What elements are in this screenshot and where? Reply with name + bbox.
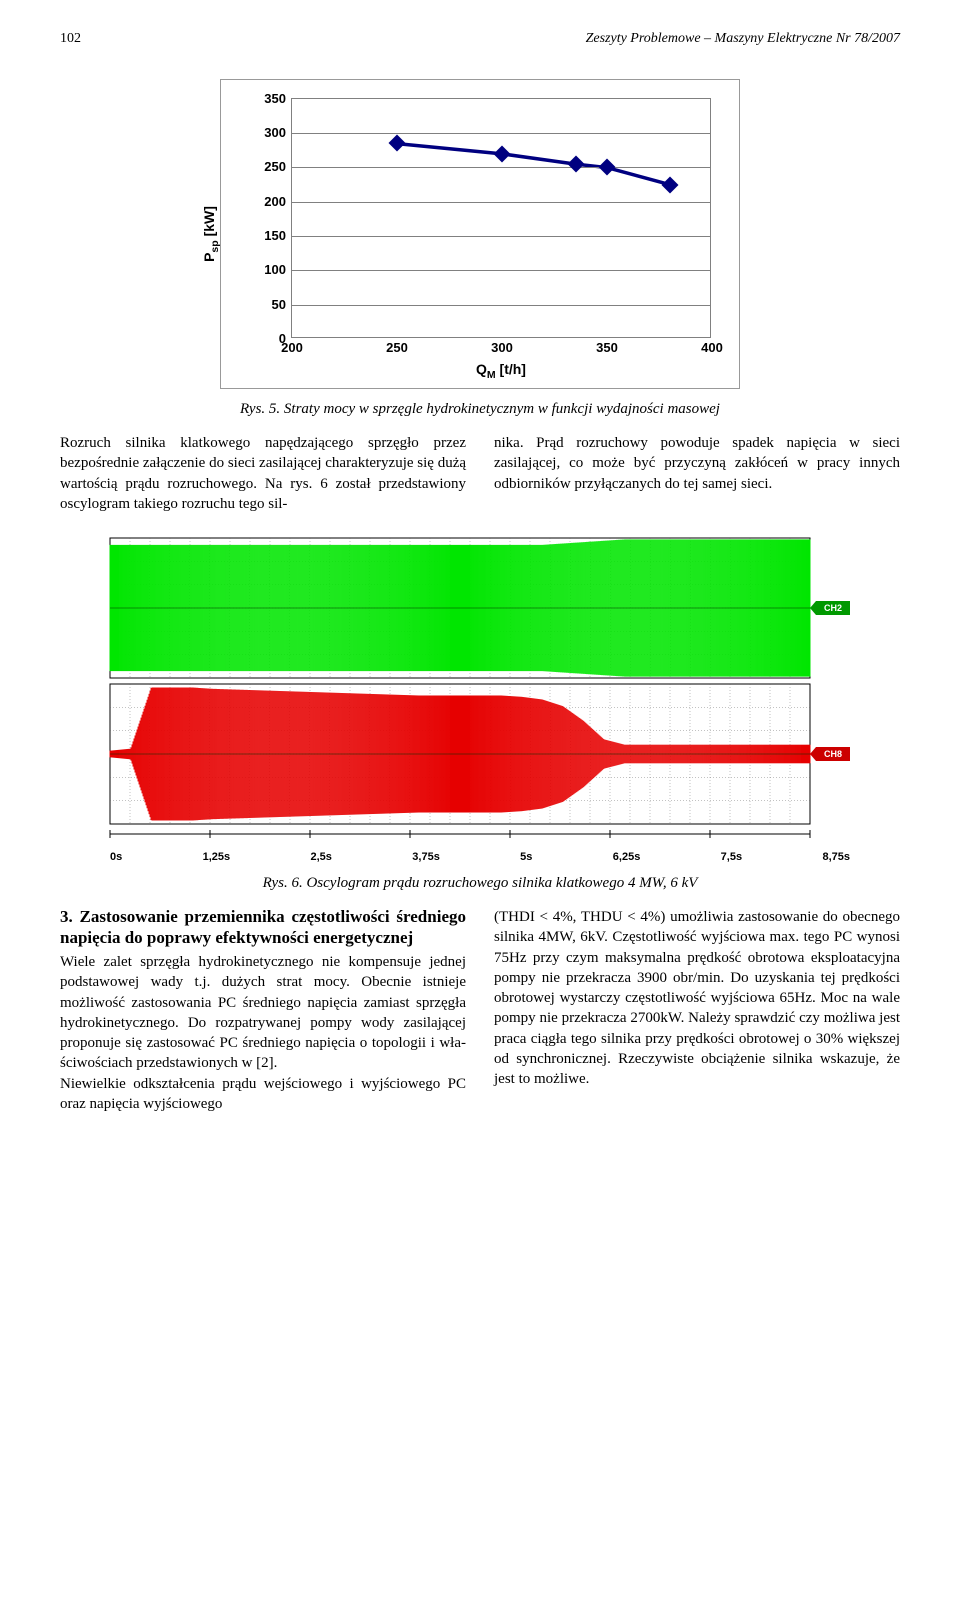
- chart-ylabel: Psp [kW]: [200, 206, 222, 262]
- journal-title: Zeszyty Problemowe – Maszyny Elektryczne…: [586, 30, 900, 49]
- body-text-2-left: 3. Zastosowanie przemiennika częstotli­w…: [60, 907, 466, 1114]
- svg-text:CH2: CH2: [824, 603, 842, 613]
- oscillogram-time-axis: 0s1,25s2,5s3,75s5s6,25s7,5s8,75s: [110, 850, 850, 865]
- svg-text:CH8: CH8: [824, 749, 842, 759]
- oscillogram: CH2 CH8 0s1,25s2,5s3,75s5s6,25s7,5s8,75s: [100, 528, 860, 865]
- body-text-2-right: (THDI < 4%, THDU < 4%) umożliwia zasto­s…: [494, 907, 900, 1114]
- body-text-2: 3. Zastosowanie przemiennika częstotli­w…: [60, 907, 900, 1114]
- chart-xlabel: QM [t/h]: [291, 360, 711, 382]
- body-text-1-right: nika. Prąd rozruchowy powoduje spadek na…: [494, 433, 900, 514]
- chart-power-losses: Psp [kW] 0501001502002503003502002503003…: [220, 79, 740, 389]
- chart-plot-area: 050100150200250300350200250300350400: [291, 98, 711, 338]
- page-number: 102: [60, 30, 81, 49]
- page-header: 102 Zeszyty Problemowe – Maszyny Elektry…: [60, 30, 900, 49]
- body-text-1: Rozruch silnika klatkowego napędzającego…: [60, 433, 900, 514]
- chart-line: [292, 99, 710, 337]
- body-text-1-left: Rozruch silnika klatkowego napędzającego…: [60, 433, 466, 514]
- oscillogram-svg: CH2 CH8: [100, 528, 860, 848]
- body-text-2-left-p2: Niewielkie odkształcenia prądu wejściowe…: [60, 1074, 466, 1115]
- figure6-caption: Rys. 6. Oscylogram prądu rozruchowego si…: [60, 873, 900, 893]
- section3-title: 3. Zastosowanie przemiennika częstotli­w…: [60, 907, 466, 948]
- body-text-2-left-p1: Wiele zalet sprzęgła hydrokinetycznego n…: [60, 952, 466, 1074]
- figure5-caption: Rys. 5. Straty mocy w sprzęgle hydrokine…: [60, 399, 900, 419]
